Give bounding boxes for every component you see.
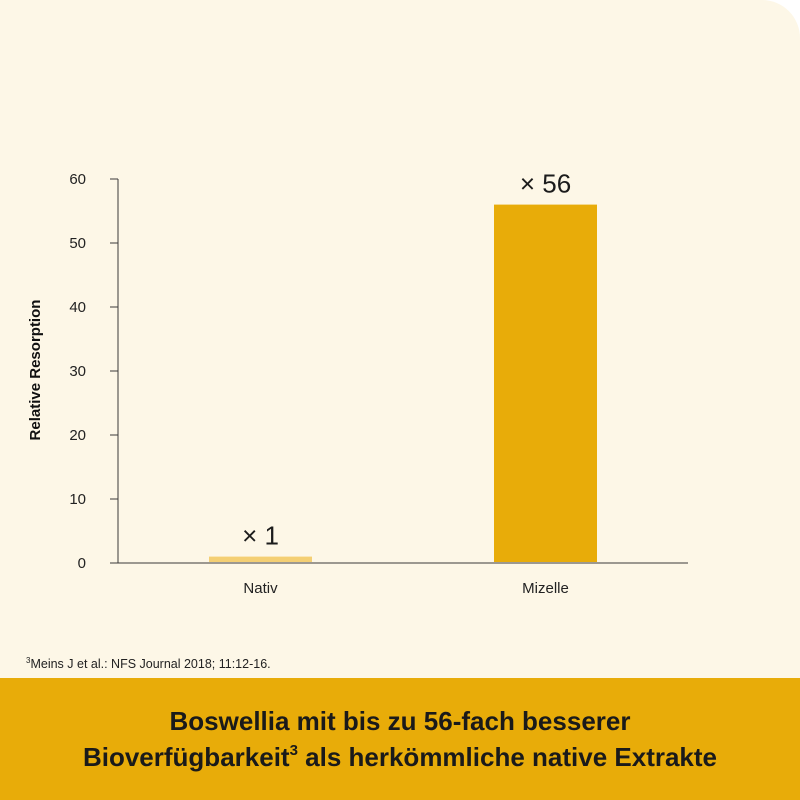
data-label-mizelle: × 56 [520, 169, 571, 199]
bars [209, 204, 597, 562]
headline-line-2: Bioverfügbarkeit3 als herkömmliche nativ… [83, 739, 717, 775]
x-category-label: Nativ [243, 580, 278, 597]
data-label-nativ: × 1 [242, 521, 279, 551]
headline-banner: Boswellia mit bis zu 56-fach besserer Bi… [0, 678, 800, 800]
bar-mizelle [494, 204, 597, 562]
bar-chart: 0 10 20 30 40 50 60 × 1 × 56 Nativ Mizelle Relat… [27, 169, 688, 597]
footnote-text: Meins J et al.: NFS Journal 2018; 11:12-… [30, 657, 271, 671]
headline-footnote-marker: 3 [289, 742, 298, 759]
chart-axes [117, 179, 688, 564]
y-tick-label: 60 [69, 171, 86, 188]
y-tick-label: 50 [69, 235, 86, 252]
y-axis-ticks: 0 10 20 30 40 50 60 [69, 171, 118, 572]
x-category-label: Mizelle [522, 580, 569, 597]
y-tick-label: 30 [69, 363, 86, 380]
bar-nativ [209, 556, 312, 562]
y-tick-label: 20 [69, 427, 86, 444]
category-labels: Nativ Mizelle [243, 580, 568, 597]
y-axis-title: Relative Resorption [27, 300, 44, 441]
y-tick-label: 0 [78, 555, 86, 572]
y-tick-label: 10 [69, 491, 86, 508]
footnote: 3Meins J et al.: NFS Journal 2018; 11:12… [26, 656, 271, 671]
footnote-marker: 3 [26, 656, 31, 665]
headline-line-1: Boswellia mit bis zu 56-fach besserer [169, 706, 631, 736]
data-labels: × 1 × 56 [242, 169, 571, 551]
headline-line-2-end: als herkömmliche native Extrakte [297, 742, 718, 772]
headline-line-2-start: Bioverfügbarkeit [82, 742, 290, 772]
y-tick-label: 40 [69, 299, 86, 316]
